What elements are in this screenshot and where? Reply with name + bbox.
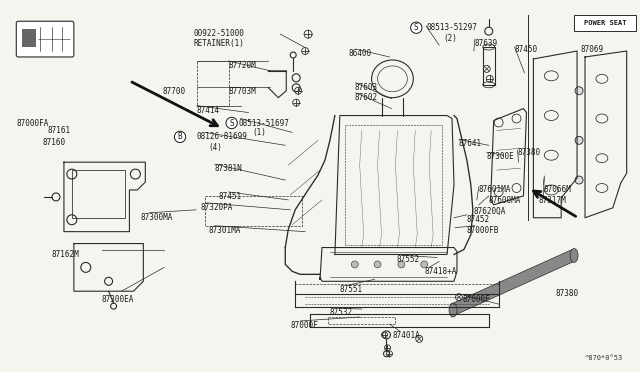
Text: ^870*0°53: ^870*0°53	[584, 355, 623, 361]
Text: 87000FA: 87000FA	[16, 119, 49, 128]
Text: 87600MA: 87600MA	[489, 196, 521, 205]
Text: (4): (4)	[209, 143, 223, 152]
Text: 87160: 87160	[42, 138, 65, 147]
Text: 87601MA: 87601MA	[479, 185, 511, 194]
Text: 86400: 86400	[349, 49, 372, 58]
Text: 87066M: 87066M	[543, 185, 571, 194]
Text: POWER SEAT: POWER SEAT	[584, 20, 626, 26]
Circle shape	[575, 176, 583, 184]
Text: B: B	[178, 132, 182, 141]
Text: 87380: 87380	[556, 289, 579, 298]
Text: 87551: 87551	[340, 285, 363, 294]
Text: 87639: 87639	[475, 39, 498, 48]
Circle shape	[420, 261, 428, 268]
Text: 08513-51297: 08513-51297	[426, 23, 477, 32]
Text: S: S	[414, 23, 419, 32]
Text: 87000F: 87000F	[463, 295, 491, 304]
Circle shape	[398, 261, 405, 268]
Text: 87603: 87603	[355, 83, 378, 92]
Text: 08126-81699: 08126-81699	[197, 132, 248, 141]
Text: 87300MA: 87300MA	[140, 213, 173, 222]
Bar	[574, 15, 636, 31]
Text: 87703M: 87703M	[228, 87, 257, 96]
Text: 87700: 87700	[162, 87, 186, 96]
Bar	[328, 317, 396, 324]
Circle shape	[575, 137, 583, 144]
Text: RETAINER(1): RETAINER(1)	[194, 39, 245, 48]
Text: 87452: 87452	[467, 215, 490, 224]
Polygon shape	[451, 250, 576, 315]
Bar	[22, 29, 36, 47]
Text: 87381N: 87381N	[215, 164, 243, 173]
Text: 87720M: 87720M	[228, 61, 257, 70]
Text: 87300EA: 87300EA	[102, 295, 134, 304]
Circle shape	[374, 261, 381, 268]
Circle shape	[575, 87, 583, 95]
Bar	[483, 47, 495, 85]
Text: 87414: 87414	[197, 106, 220, 115]
Text: 87320PA: 87320PA	[201, 203, 233, 212]
Text: (2): (2)	[443, 34, 457, 43]
Text: 87301MA: 87301MA	[209, 226, 241, 235]
Text: (1): (1)	[253, 128, 266, 137]
Text: 87532: 87532	[330, 308, 353, 317]
Text: 87401A: 87401A	[392, 331, 420, 340]
Text: S: S	[229, 119, 234, 128]
Text: 87380: 87380	[518, 148, 541, 157]
Text: 00922-51000: 00922-51000	[194, 29, 245, 38]
Text: 87641: 87641	[459, 140, 482, 148]
Text: 87300E: 87300E	[487, 152, 515, 161]
Text: 87552: 87552	[396, 256, 420, 264]
Ellipse shape	[570, 248, 578, 262]
Text: 87161: 87161	[47, 126, 70, 135]
Text: 87602: 87602	[355, 93, 378, 102]
Text: 87000F: 87000F	[290, 321, 318, 330]
Text: 87317M: 87317M	[538, 196, 566, 205]
Text: 87620QA: 87620QA	[474, 207, 506, 216]
Bar	[72, 170, 125, 218]
Text: 87000FB: 87000FB	[467, 226, 499, 235]
Text: 87450: 87450	[515, 45, 538, 54]
Text: 87069: 87069	[580, 45, 603, 54]
Text: 08513-51697: 08513-51697	[239, 119, 289, 128]
Ellipse shape	[449, 303, 457, 317]
Circle shape	[351, 261, 358, 268]
FancyBboxPatch shape	[16, 21, 74, 57]
Text: 87451: 87451	[219, 192, 242, 201]
Text: 87418+A: 87418+A	[424, 267, 456, 276]
Text: 87162M: 87162M	[51, 250, 79, 259]
